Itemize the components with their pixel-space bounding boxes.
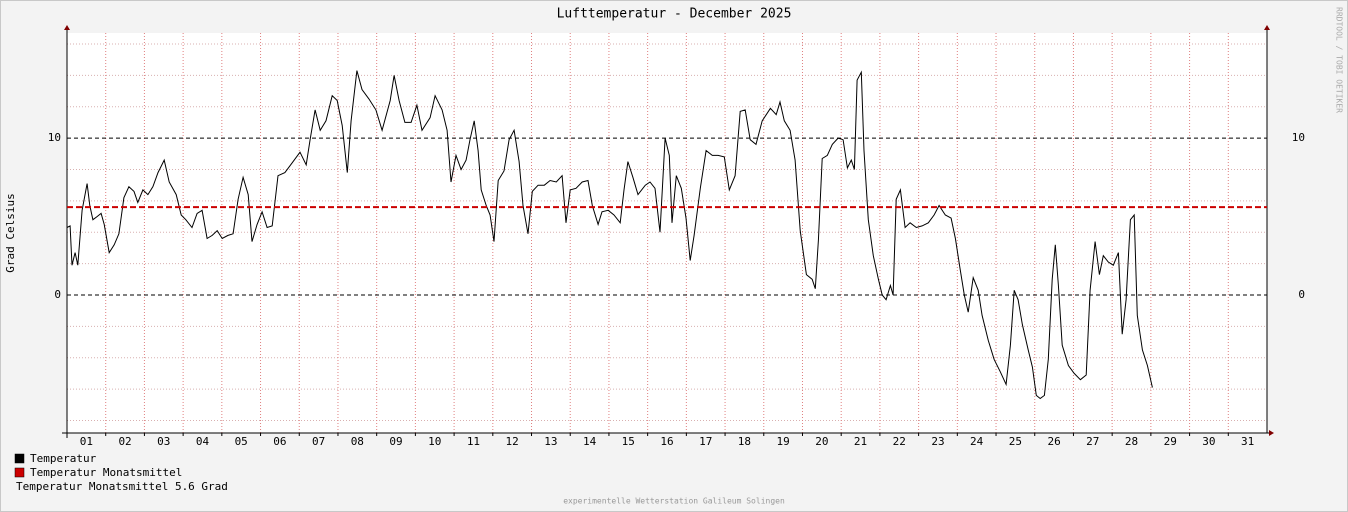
x-tick-label: 29: [1164, 435, 1177, 448]
x-tick-label: 10: [428, 435, 441, 448]
x-tick-label: 27: [1086, 435, 1099, 448]
x-tick-label: 03: [157, 435, 170, 448]
footer: experimentelle Wetterstation Galileum So…: [563, 497, 785, 506]
x-tick-label: 07: [312, 435, 325, 448]
x-tick-label: 25: [1009, 435, 1022, 448]
legend-label: Temperatur Monatsmittel: [30, 466, 182, 479]
y2-tick-label: 0: [1298, 288, 1305, 301]
x-tick-label: 06: [273, 435, 286, 448]
series-line: [66, 70, 1153, 400]
x-tick-label: 08: [351, 435, 364, 448]
x-tick-label: 23: [931, 435, 944, 448]
watermark: RRDTOOL / TOBI OETIKER: [1335, 7, 1344, 113]
y2-axis-arrow: [1264, 25, 1270, 30]
x-tick-label: 22: [893, 435, 906, 448]
x-tick-label: 30: [1202, 435, 1215, 448]
y-tick-label: 10: [48, 131, 61, 144]
x-tick-label: 16: [660, 435, 673, 448]
x-tick-label: 09: [389, 435, 402, 448]
plot-area: [67, 33, 1267, 433]
x-tick-label: 24: [970, 435, 984, 448]
x-tick-label: 01: [80, 435, 93, 448]
chart-title: Lufttemperatur - December 2025: [557, 7, 792, 22]
x-tick-label: 12: [506, 435, 519, 448]
x-tick-label: 20: [815, 435, 828, 448]
x-tick-label: 04: [196, 435, 210, 448]
summary-text: Temperatur Monatsmittel 5.6 Grad: [16, 480, 228, 493]
x-tick-label: 13: [544, 435, 557, 448]
x-tick-label: 02: [118, 435, 131, 448]
y-axis-arrow: [64, 25, 70, 30]
x-tick-label: 28: [1125, 435, 1138, 448]
x-tick-label: 11: [467, 435, 480, 448]
legend-label: Temperatur: [30, 452, 97, 465]
x-tick-label: 05: [235, 435, 248, 448]
x-axis-arrow: [1269, 430, 1274, 436]
x-tick-label: 15: [622, 435, 635, 448]
x-tick-label: 14: [583, 435, 597, 448]
x-tick-label: 17: [699, 435, 712, 448]
legend-swatch: [14, 453, 25, 464]
x-tick-label: 26: [1047, 435, 1060, 448]
x-tick-label: 19: [777, 435, 790, 448]
y-tick-label: 0: [54, 288, 61, 301]
x-tick-label: 18: [738, 435, 751, 448]
y2-tick-label: 10: [1292, 131, 1305, 144]
x-tick-label: 31: [1241, 435, 1254, 448]
x-tick-label: 21: [854, 435, 867, 448]
y-axis-label: Grad Celsius: [4, 193, 17, 272]
legend-swatch: [14, 467, 25, 478]
